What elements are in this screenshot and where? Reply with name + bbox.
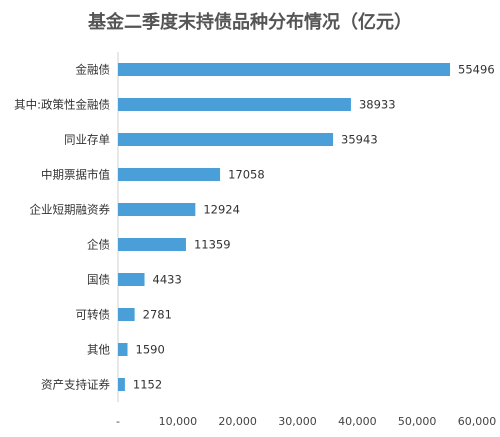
category-label: 企业短期融资券 bbox=[30, 203, 111, 217]
x-tick-label: - bbox=[116, 415, 120, 428]
x-tick-label: 40,000 bbox=[338, 415, 377, 428]
bar bbox=[118, 343, 128, 356]
x-tick-label: 20,000 bbox=[218, 415, 257, 428]
bar bbox=[118, 378, 125, 391]
data-label: 38933 bbox=[359, 98, 396, 112]
data-label: 1590 bbox=[136, 343, 165, 357]
category-label: 企债 bbox=[87, 238, 110, 252]
category-label: 其他 bbox=[87, 343, 110, 357]
data-label: 55496 bbox=[458, 63, 495, 77]
category-label: 同业存单 bbox=[64, 133, 110, 147]
bar bbox=[118, 98, 351, 111]
data-label: 1152 bbox=[133, 378, 162, 392]
bar bbox=[118, 168, 221, 181]
bar bbox=[118, 238, 186, 251]
bar bbox=[118, 63, 451, 76]
bar bbox=[118, 273, 145, 286]
data-label: 17058 bbox=[228, 168, 265, 182]
category-label: 国债 bbox=[87, 273, 110, 287]
category-label: 其中:政策性金融债 bbox=[14, 98, 110, 112]
category-label: 中期票据市值 bbox=[41, 168, 110, 182]
x-tick-label: 10,000 bbox=[159, 415, 198, 428]
category-label: 可转债 bbox=[76, 308, 111, 322]
x-tick-label: 50,000 bbox=[398, 415, 437, 428]
bar bbox=[118, 308, 135, 321]
data-label: 11359 bbox=[194, 238, 231, 252]
data-label: 2781 bbox=[143, 308, 172, 322]
bar bbox=[118, 203, 196, 216]
category-label: 资产支持证券 bbox=[41, 378, 110, 392]
category-label: 金融债 bbox=[76, 63, 111, 77]
data-label: 4433 bbox=[153, 273, 182, 287]
data-label: 35943 bbox=[341, 133, 378, 147]
x-tick-label: 30,000 bbox=[278, 415, 317, 428]
data-label: 12924 bbox=[203, 203, 240, 217]
chart-title: 基金二季度末持债品种分布情况（亿元） bbox=[87, 11, 412, 33]
x-tick-label: 60,000 bbox=[458, 415, 497, 428]
bar bbox=[118, 133, 334, 146]
